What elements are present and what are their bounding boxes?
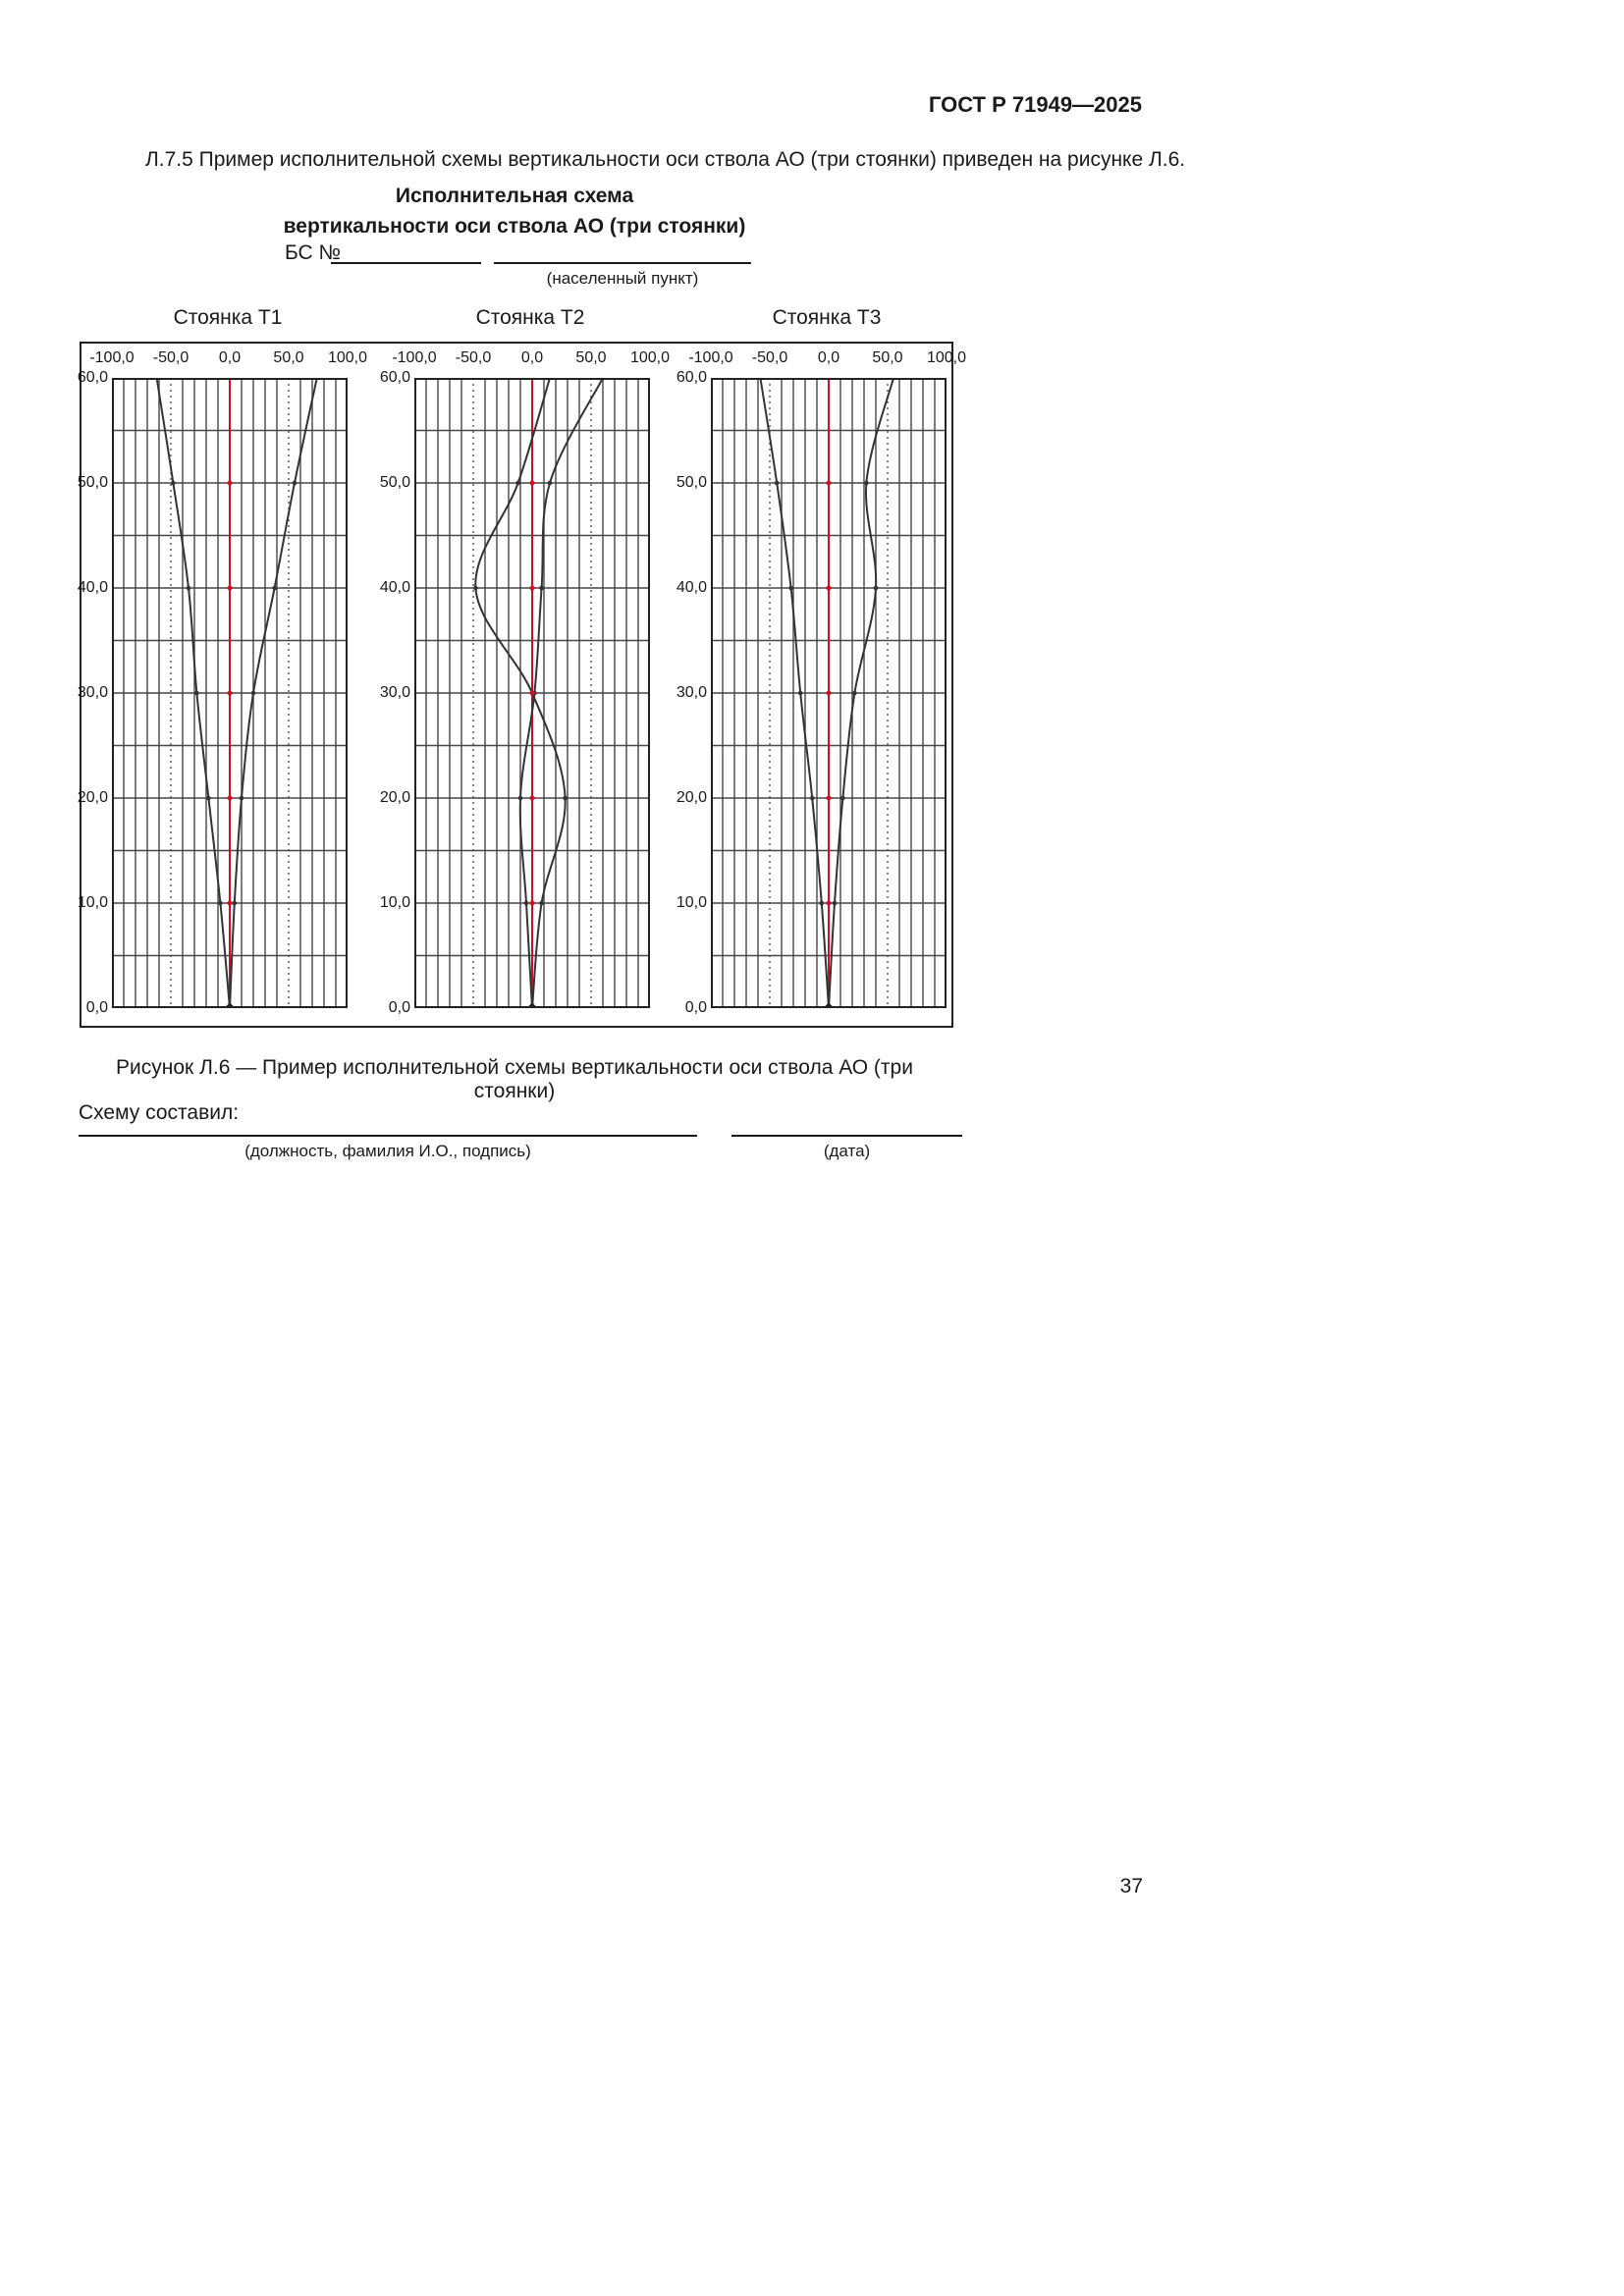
bs-number-blank-line — [331, 240, 481, 264]
x-tick-label: -50,0 — [455, 349, 492, 366]
chart-t1: -100,0 -50,0 0,0 50,0 100,0 60,0 50,0 40,0 30,0 2… — [78, 344, 951, 1026]
figure-box: -100,0 -50,0 0,0 50,0 100,0 60,0 50,0 40,0 30,0 2… — [78, 342, 966, 1028]
y-tick-label: 40,0 — [676, 579, 707, 596]
y-tick-label: 0,0 — [85, 999, 108, 1016]
x-tick-label: 0,0 — [520, 349, 544, 366]
chart-t3: -100,0 -50,0 0,0 50,0 100,0 60,0 50,0 40,0 30,0 2… — [81, 344, 966, 1026]
y-tick-label: 40,0 — [379, 579, 410, 596]
x-tick-label: 100,0 — [327, 349, 368, 366]
x-tick-label: 50,0 — [273, 349, 304, 366]
y-tick-label: 0,0 — [388, 999, 410, 1016]
y-tick-label: 20,0 — [77, 789, 108, 806]
x-tick-label: -100,0 — [392, 349, 437, 366]
figure-caption: Рисунок Л.6 — Пример исполнительной схем… — [116, 1056, 913, 1102]
paragraph-l-7-5: Л.7.5 Пример исполнительной схемы вертик… — [145, 148, 1186, 171]
x-tick-label: 50,0 — [575, 349, 607, 366]
y-tick-label: 60,0 — [676, 369, 707, 386]
chart-grid-svg — [711, 378, 947, 1008]
y-tick-label: 50,0 — [379, 474, 410, 491]
x-tick-label: -50,0 — [751, 349, 788, 366]
x-tick-label: 0,0 — [817, 349, 840, 366]
y-tick-label: 60,0 — [77, 369, 108, 386]
y-tick-label: 30,0 — [77, 684, 108, 701]
chart-grid-svg — [414, 378, 650, 1008]
bs-number-label: БС № — [285, 241, 342, 264]
settlement-blank-line — [494, 240, 751, 264]
x-tick-label: 50,0 — [872, 349, 903, 366]
chart-t2: -100,0 -50,0 0,0 50,0 100,0 60,0 50,0 40,0 30,0 2… — [81, 344, 951, 1026]
figure-title-line1: Исполнительная схема — [395, 185, 634, 207]
y-tick-label: 30,0 — [676, 684, 707, 701]
x-tick-label: -100,0 — [688, 349, 733, 366]
y-tick-label: 50,0 — [676, 474, 707, 491]
date-line — [731, 1135, 962, 1137]
page-number: 37 — [1119, 1875, 1143, 1897]
chart-title-t2: Стоянка Т2 — [475, 306, 585, 329]
y-tick-label: 10,0 — [77, 894, 108, 911]
document-header: ГОСТ Р 71949—2025 — [928, 92, 1142, 117]
figure-title-line2: вертикальности оси ствола АО (три стоянк… — [283, 215, 746, 238]
x-tick-label: 100,0 — [629, 349, 671, 366]
y-tick-label: 60,0 — [379, 369, 410, 386]
x-tick-label: -50,0 — [152, 349, 189, 366]
x-tick-label: 0,0 — [218, 349, 242, 366]
y-tick-label: 20,0 — [379, 789, 410, 806]
date-hint: (дата) — [823, 1142, 871, 1160]
y-tick-label: 50,0 — [77, 474, 108, 491]
signature-line — [79, 1135, 697, 1137]
composed-by-label: Схему составил: — [79, 1101, 240, 1124]
y-tick-label: 10,0 — [676, 894, 707, 911]
chart-title-t1: Стоянка Т1 — [173, 306, 283, 329]
y-tick-label: 20,0 — [676, 789, 707, 806]
chart-grid-svg — [112, 378, 348, 1008]
y-tick-label: 30,0 — [379, 684, 410, 701]
y-tick-label: 10,0 — [379, 894, 410, 911]
settlement-hint: (населенный пункт) — [546, 269, 699, 288]
signature-hint: (должность, фамилия И.О., подпись) — [244, 1142, 531, 1160]
y-tick-label: 0,0 — [684, 999, 707, 1016]
chart-title-t3: Стоянка Т3 — [772, 306, 882, 329]
x-tick-label: -100,0 — [89, 349, 135, 366]
y-tick-label: 40,0 — [77, 579, 108, 596]
x-tick-label: 100,0 — [926, 349, 967, 366]
